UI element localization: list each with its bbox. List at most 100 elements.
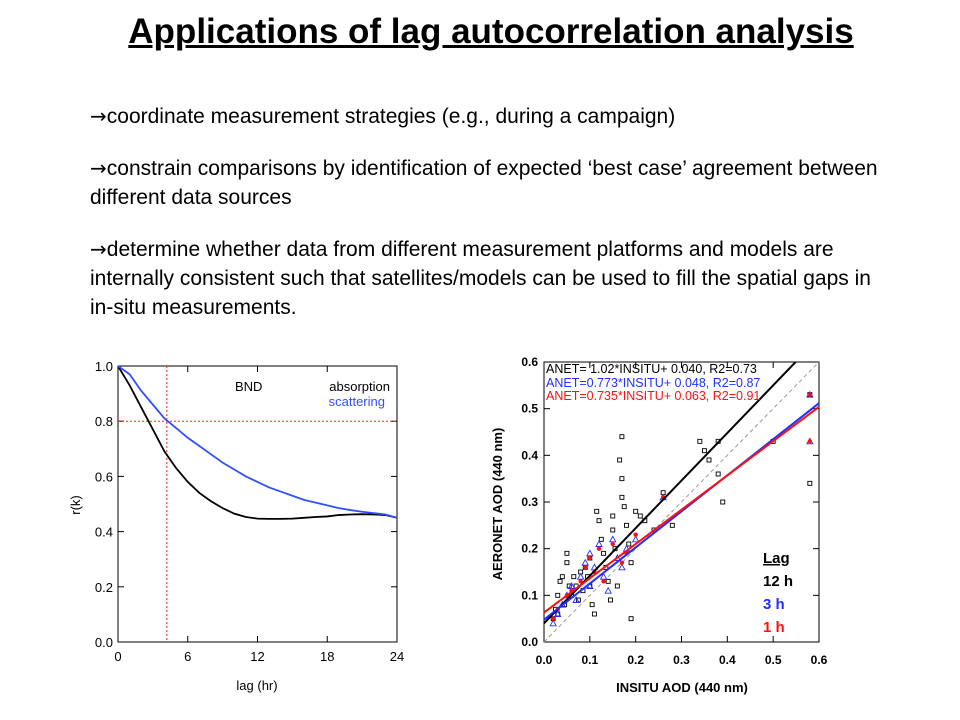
data-point-12h <box>564 560 570 566</box>
y-axis-label: AERONET AOD (440 nm) <box>490 428 505 581</box>
data-point-12h <box>619 494 625 500</box>
data-point-12h <box>571 574 577 580</box>
data-point-12h <box>628 560 634 566</box>
y-tick-label: 0.6 <box>95 469 113 484</box>
data-point-1h <box>807 439 813 444</box>
data-point-3h <box>608 535 617 543</box>
data-point-12h <box>633 508 639 514</box>
data-point-1h <box>807 392 813 397</box>
x-tick-label: 0.2 <box>627 653 644 667</box>
data-point-12h <box>605 578 611 584</box>
data-point-12h <box>557 578 563 584</box>
data-point-1h <box>610 541 615 547</box>
data-point-12h <box>608 597 613 603</box>
data-point-12h <box>701 448 707 454</box>
data-point-12h <box>720 499 726 505</box>
bullet-list: →coordinate measurement strategies (e.g.… <box>90 102 890 345</box>
data-point-12h <box>626 541 632 547</box>
data-point-3h <box>631 535 640 543</box>
data-point-12h <box>619 476 625 482</box>
x-tick-label: 0.6 <box>811 653 828 667</box>
series-line-scattering <box>117 365 398 519</box>
data-point-12h <box>715 471 721 477</box>
data-point-3h <box>576 572 585 580</box>
data-point-1h <box>619 560 625 565</box>
fit-line-12h <box>543 361 797 625</box>
legend-absorption-label: absorption <box>329 379 390 394</box>
data-point-12h <box>669 522 675 528</box>
legend-scattering-label: scattering <box>329 394 385 409</box>
x-tick-label: 0.4 <box>719 653 736 667</box>
x-tick-label: 24 <box>390 649 404 664</box>
fit-annotation-3h: ANET=0.773*INSITU+ 0.048, R2=0.87 <box>546 376 760 390</box>
data-point-3h <box>586 549 594 557</box>
fit-line-1h <box>543 405 820 614</box>
data-point-12h <box>589 602 595 608</box>
data-point-1h <box>583 565 588 570</box>
data-point-12h <box>594 508 600 514</box>
y-tick-label: 0.0 <box>521 635 538 649</box>
x-tick-label: 18 <box>320 649 334 664</box>
y-tick-label: 0.8 <box>95 414 113 429</box>
data-point-12h <box>697 438 703 444</box>
bullet-text: constrain comparisons by identification … <box>90 157 878 209</box>
data-point-12h <box>624 522 629 528</box>
data-point-12h <box>598 536 604 542</box>
data-point-12h <box>610 527 616 533</box>
data-point-12h <box>555 592 561 598</box>
data-point-3h <box>549 619 557 627</box>
y-tick-label: 0.0 <box>95 635 113 650</box>
data-point-12h <box>637 513 643 519</box>
x-tick-label: 12 <box>250 649 264 664</box>
data-point-1h <box>633 532 638 537</box>
legend-1h-label: 1 h <box>763 619 785 636</box>
fit-annotation-12h: ANET= 1.02*INSITU+ 0.040, R2=0.73 <box>546 362 757 376</box>
x-tick-label: 0.1 <box>581 653 598 667</box>
data-point-12h <box>617 457 623 463</box>
data-point-3h <box>572 596 580 603</box>
series-line-absorption <box>117 365 398 520</box>
data-point-12h <box>807 480 813 486</box>
chart-left-title: BND <box>235 379 262 394</box>
data-point-3h <box>604 586 612 594</box>
y-tick-label: 1.0 <box>95 359 113 374</box>
y-tick-label: 0.2 <box>95 580 113 595</box>
y-axis-label: r(k) <box>68 495 83 515</box>
data-point-3h <box>618 563 626 571</box>
data-point-1h <box>550 616 556 621</box>
bullet-item: →coordinate measurement strategies (e.g.… <box>90 102 890 131</box>
arrow-right-icon: → <box>90 237 107 261</box>
arrow-right-icon: → <box>90 104 107 128</box>
data-point-12h <box>591 611 597 617</box>
x-tick-label: 0.5 <box>765 653 782 667</box>
data-point-12h <box>564 550 570 556</box>
fit-annotation-1h: ANET=0.735*INSITU+ 0.063, R2=0.91 <box>546 389 760 403</box>
slide-title: Applications of lag autocorrelation anal… <box>128 12 854 51</box>
arrow-right-icon: → <box>90 156 107 180</box>
y-tick-label: 0.3 <box>521 495 538 509</box>
y-tick-label: 0.1 <box>521 588 538 602</box>
data-point-3h <box>553 610 562 617</box>
x-tick-label: 0.3 <box>673 653 690 667</box>
x-tick-label: 6 <box>184 649 191 664</box>
data-point-12h <box>619 434 625 440</box>
data-point-12h <box>614 583 620 589</box>
x-tick-label: 0 <box>114 649 121 664</box>
y-tick-label: 0.4 <box>521 448 538 462</box>
fit-line-3h <box>543 402 820 621</box>
y-tick-label: 0.4 <box>95 525 113 540</box>
data-point-1h <box>601 579 606 584</box>
data-point-1h <box>587 555 593 561</box>
data-point-12h <box>706 457 712 463</box>
data-point-3h <box>595 540 603 547</box>
bullet-text: coordinate measurement strategies (e.g.,… <box>106 105 676 128</box>
data-point-12h <box>596 518 602 524</box>
x-axis-label: lag (hr) <box>236 678 277 693</box>
bullet-item: →determine whether data from different m… <box>90 235 890 322</box>
x-tick-label: 0.0 <box>536 653 553 667</box>
identity-line <box>543 361 820 643</box>
data-point-1h <box>578 579 583 584</box>
data-point-3h <box>581 558 590 566</box>
